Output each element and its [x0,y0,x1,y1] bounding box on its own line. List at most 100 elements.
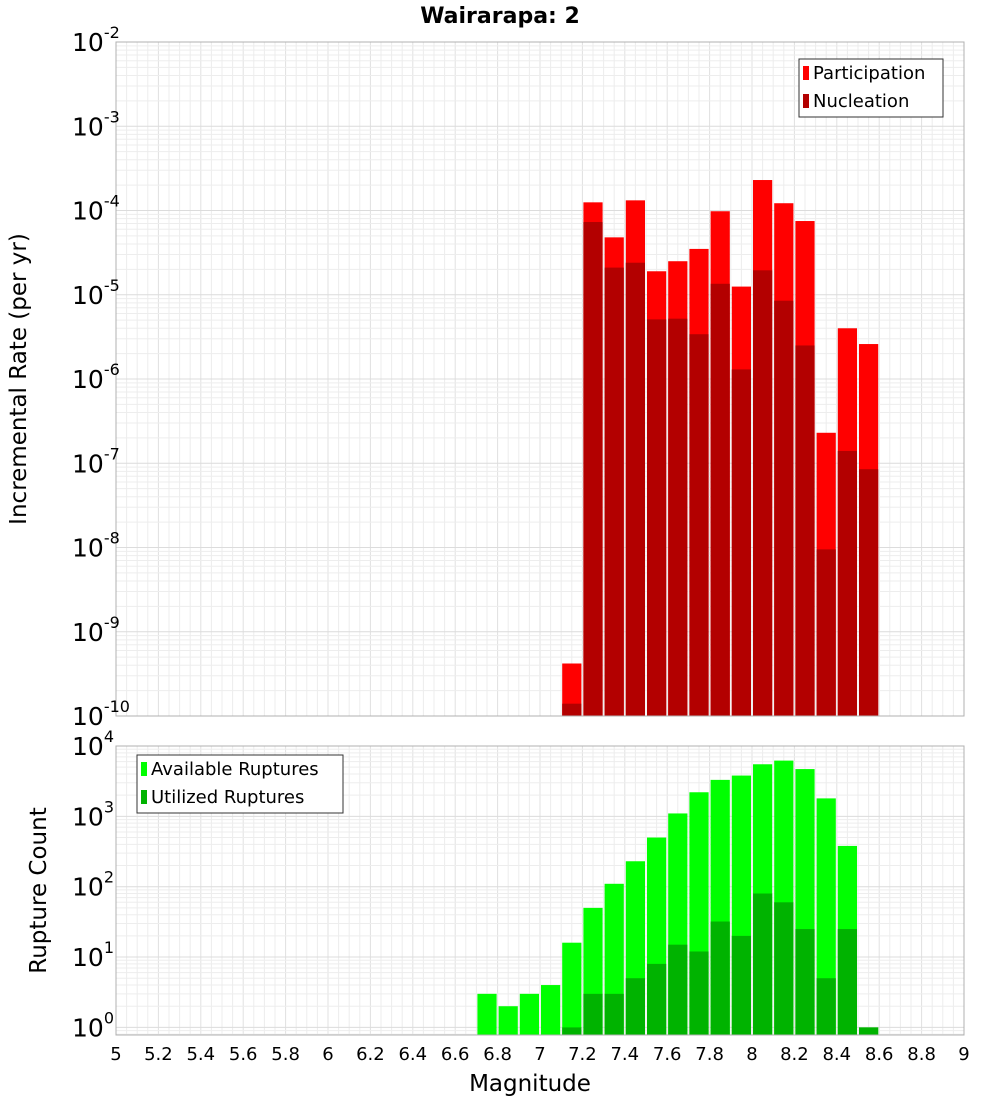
bar [816,978,836,1035]
bar [837,450,857,716]
y-tick-label: 10-5 [72,276,120,310]
x-tick-label: 8.8 [907,1044,936,1065]
bar [583,222,603,716]
bar [625,978,645,1035]
bar [541,985,561,1035]
bars [562,180,879,717]
bar [668,318,688,716]
legend-swatch [141,762,147,776]
bar [774,300,794,716]
x-tick-label: 7.8 [695,1044,724,1065]
legend-box [798,58,944,118]
y-tick-label: 10-8 [72,529,120,563]
legend-swatch [803,66,809,80]
legend-box [136,754,344,814]
bar [519,993,539,1035]
legend: Available Ruptures Utilized Ruptures [136,754,344,814]
count-panel: 100 101 102 103 104 Rupture Count Available Ru… [26,727,970,1097]
x-tick-label: 7 [534,1044,545,1065]
bar [689,334,709,716]
x-tick-label: 8.4 [822,1044,851,1065]
legend-swatch [141,790,147,804]
bar [562,942,582,1035]
bar [604,267,624,716]
x-tick-label: 7.6 [653,1044,682,1065]
legend: Participation Nucleation [798,58,944,118]
bar [753,893,773,1035]
x-tick-label: 8.2 [780,1044,809,1065]
bar [710,921,730,1035]
y-tick-label: 101 [72,938,114,972]
bars [477,760,879,1035]
x-tick-labels: 5 5.2 5.4 5.6 5.8 6 6.2 6.4 6.6 6.8 7 7.2 7.4 7.6 7.8 8… [110,1044,969,1065]
x-tick-label: 7.2 [568,1044,597,1065]
bar [795,929,815,1035]
y-tick-label: 100 [72,1008,114,1042]
bar [583,993,603,1035]
bar [562,663,582,716]
bar [753,270,773,716]
y-tick-label: 104 [72,727,114,761]
bar [668,944,688,1035]
bar [689,951,709,1035]
bar [774,902,794,1035]
x-tick-label: 7.4 [610,1044,639,1065]
y-tick-label: 10-9 [72,613,120,647]
bar [562,1027,582,1035]
legend-swatch [803,94,809,108]
y-axis-title: Incremental Rate (per yr) [6,233,32,525]
bar [625,262,645,716]
bar [477,993,497,1035]
legend-label: Nucleation [813,91,909,112]
y-tick-labels: 100 101 102 103 104 [72,727,114,1042]
bar [731,935,751,1035]
chart-title: Wairarapa: 2 [420,4,580,29]
x-tick-label: 8 [746,1044,757,1065]
y-gridlines [116,45,964,717]
x-tick-label: 5.6 [229,1044,258,1065]
y-tick-label: 10-2 [72,23,120,57]
y-tick-label: 10-7 [72,444,120,478]
x-tick-label: 6.8 [483,1044,512,1065]
series-nucleation [562,222,879,716]
x-axis-title: Magnitude [469,1071,591,1097]
bar [837,929,857,1035]
x-tick-label: 6.6 [441,1044,470,1065]
series-utilized-ruptures [562,893,879,1035]
rate-panel: 10-10 10-9 10-8 10-7 10-6 10-5 10-4 10-3 10-2 Inc… [6,23,965,731]
y-tick-labels: 10-10 10-9 10-8 10-7 10-6 10-5 10-4 10-3 10-2 [72,23,130,731]
y-tick-label: 10-10 [72,697,130,731]
legend-label: Participation [813,63,925,84]
x-tick-label: 5 [110,1044,121,1065]
bar [647,963,667,1035]
bar [795,345,815,716]
x-tick-label: 6.2 [356,1044,385,1065]
bar [562,703,582,716]
bar [816,549,836,716]
y-tick-label: 103 [72,797,114,831]
x-tick-label: 6.4 [398,1044,427,1065]
bar [816,798,836,1035]
legend-label: Utilized Ruptures [151,787,304,808]
plot-frame [115,41,965,717]
bar [604,993,624,1035]
bar [859,1027,879,1035]
x-tick-label: 5.2 [144,1044,173,1065]
x-tick-label: 5.8 [271,1044,300,1065]
bar [498,1006,518,1035]
x-tick-label: 5.4 [186,1044,215,1065]
x-tick-label: 9 [958,1044,969,1065]
y-tick-label: 10-4 [72,192,120,226]
bar [710,283,730,716]
y-tick-label: 10-3 [72,107,120,141]
y-tick-label: 10-6 [72,360,120,394]
x-tick-label: 6 [322,1044,333,1065]
bar [647,319,667,716]
x-tick-label: 8.6 [865,1044,894,1065]
y-axis-title: Rupture Count [26,807,52,973]
legend-label: Available Ruptures [151,759,319,780]
y-tick-label: 102 [72,868,114,902]
bar [859,469,879,716]
